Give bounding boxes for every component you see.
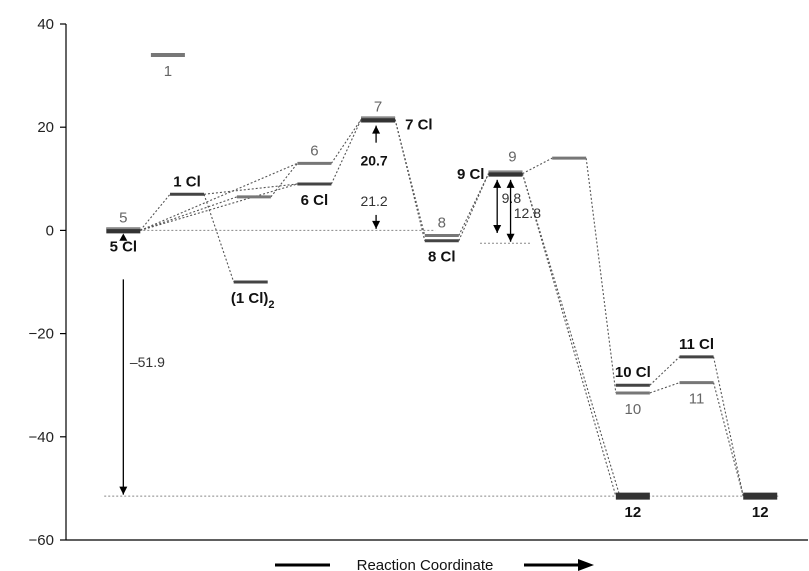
y-tick-label: 40 xyxy=(37,16,54,33)
level-label: 5 Cl xyxy=(110,238,138,255)
level-label: 10 Cl xyxy=(615,364,651,381)
y-tick-label: −60 xyxy=(29,532,54,549)
energy-levels xyxy=(106,52,778,500)
connection-line xyxy=(330,119,362,185)
annotation-value: 20.7 xyxy=(360,152,387,168)
connection-line xyxy=(649,382,680,394)
level-label: 12 xyxy=(625,504,642,521)
level-label: 9 Cl xyxy=(457,166,485,183)
connection-line xyxy=(270,162,298,198)
level-label: 5 xyxy=(119,209,127,226)
connection-line xyxy=(140,183,298,231)
annotation-arrow-51-9-head xyxy=(119,486,128,495)
connection-line xyxy=(713,356,744,497)
level-label: 12 xyxy=(752,504,769,521)
level-label: 11 Cl xyxy=(679,336,714,353)
connection-line xyxy=(394,119,426,241)
level-label: 9 xyxy=(508,149,516,166)
level-label: 10 xyxy=(625,401,642,418)
level-label: 7 xyxy=(374,98,382,115)
y-tick-label: 20 xyxy=(37,119,54,136)
connection-line xyxy=(713,382,744,497)
level-label: 11 xyxy=(689,391,705,408)
annotations: 20.7 21.2 9.812.8 –51.9 xyxy=(119,125,541,495)
y-tick-label: −40 xyxy=(29,429,54,446)
level-label: 8 Cl xyxy=(428,249,456,266)
level-label: 6 xyxy=(310,142,318,159)
x-axis-label-arrowhead xyxy=(578,559,594,571)
connection-line xyxy=(203,183,298,195)
level-label: 6 Cl xyxy=(301,192,329,209)
y-tick-label: 0 xyxy=(46,222,54,239)
connection-line xyxy=(140,196,238,231)
connection-line xyxy=(203,194,235,283)
connection-line xyxy=(522,157,553,175)
level-label: 1 xyxy=(164,63,172,80)
connection-line xyxy=(139,193,171,231)
connection-line xyxy=(649,356,680,386)
connection-line xyxy=(521,173,617,497)
axes: 40 20 0 −20 −40 −60 xyxy=(29,16,808,549)
connection-line xyxy=(140,162,298,231)
connections xyxy=(139,119,744,497)
connection-line xyxy=(458,173,489,241)
annotation-arrow-9-8-head xyxy=(493,224,502,233)
annotation-arrow-12-8-head xyxy=(506,179,515,188)
connection-line xyxy=(521,173,621,497)
annotation-arrow-21-2-head xyxy=(372,220,381,229)
level-label: 1 Cl xyxy=(173,173,201,190)
connection-line xyxy=(585,158,617,394)
annotation-value: –51.9 xyxy=(130,354,165,370)
annotation-value: 12.8 xyxy=(514,205,541,221)
level-label-subscript: 2 xyxy=(268,299,274,311)
connection-line xyxy=(330,119,362,164)
annotation-arrow-5-head xyxy=(119,233,128,241)
level-label: 8 xyxy=(438,215,446,232)
annotation-value: 9.8 xyxy=(502,190,522,206)
reference-lines xyxy=(104,229,780,497)
level-labels: 1 5 5 Cl 1 Cl (1 Cl)2 6 6 Cl 7 7 Cl 8 8 Cl 9 9 Cl 10 1… xyxy=(110,63,769,521)
annotation-arrow-20-7-head xyxy=(372,125,381,134)
annotation-value: 21.2 xyxy=(360,193,387,209)
y-tick-label: −20 xyxy=(29,326,54,343)
annotation-arrow-12-8-head xyxy=(506,233,515,242)
level-label: 7 Cl xyxy=(405,117,433,134)
x-axis-label-group: Reaction Coordinate xyxy=(275,557,594,571)
annotation-arrow-9-8-head xyxy=(493,179,502,188)
level-label: (1 Cl)2 xyxy=(231,290,275,311)
x-axis-label: Reaction Coordinate xyxy=(357,557,494,571)
